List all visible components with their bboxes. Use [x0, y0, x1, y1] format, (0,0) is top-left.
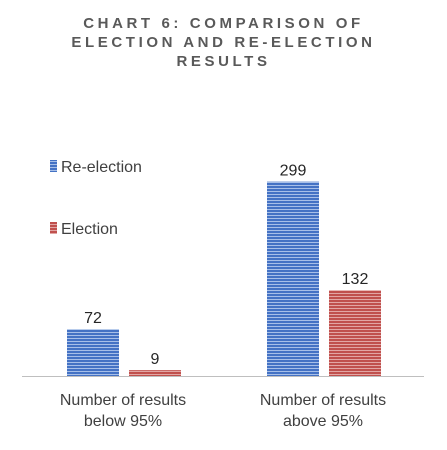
data-label: 132 [342, 271, 369, 288]
category-label: below 95% [84, 413, 162, 430]
legend-swatch-re-election [50, 160, 57, 172]
chart-title-line-2: ELECTION AND RE-ELECTION [71, 34, 376, 51]
bar-re-election-2 [267, 181, 319, 376]
legend-label: Re-election [61, 159, 142, 176]
bar-re-election-1 [67, 329, 119, 376]
chart-title-line-1: CHART 6: COMPARISON OF [83, 15, 364, 32]
data-label: 72 [84, 310, 102, 327]
chart-title: CHART 6: COMPARISON OF ELECTION AND RE-E… [0, 14, 447, 71]
data-label: 299 [280, 163, 307, 180]
category-label: Number of results [60, 392, 186, 409]
data-label: 9 [151, 351, 160, 368]
plot-area: 72 299 9 132 Number of results below 95% Numbe… [22, 159, 424, 430]
category-label: Number of results [260, 392, 386, 409]
legend-label: Election [61, 221, 118, 238]
category-label: above 95% [283, 413, 363, 430]
bar-election-1 [129, 370, 181, 376]
legend-swatch-election [50, 222, 57, 234]
bar-election-2 [329, 290, 381, 376]
chart-title-line-3: RESULTS [176, 53, 271, 70]
